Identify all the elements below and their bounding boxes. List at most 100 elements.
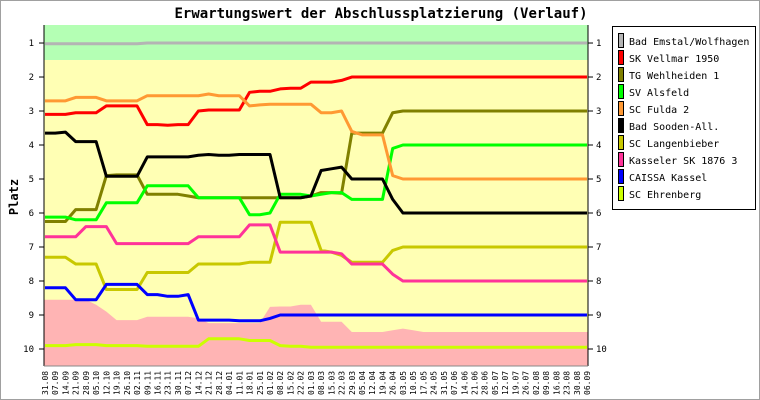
x-tick-label: 12.04 — [368, 371, 377, 395]
x-tick-label: 28.06 — [481, 371, 490, 395]
x-tick-label: 30.08 — [573, 371, 582, 395]
y-tick-label-left: 3 — [29, 107, 34, 117]
legend-label: SC Fulda 2 — [629, 105, 689, 116]
x-tick-label: 14.09 — [61, 371, 70, 395]
x-tick-label: 26.10 — [123, 371, 132, 395]
legend-swatch — [618, 33, 624, 48]
y-tick-label-right: 8 — [596, 277, 601, 287]
x-tick-label: 23.11 — [164, 371, 173, 395]
legend-swatch — [618, 67, 624, 82]
y-tick-label-left: 5 — [29, 175, 34, 185]
chart-title: Erwartungswert der Abschlussplatzierung … — [174, 6, 587, 22]
x-tick-label: 09.08 — [542, 371, 551, 395]
x-tick-label: 18.01 — [246, 371, 255, 395]
x-tick-label: 06.09 — [583, 371, 592, 395]
x-tick-label: 19.10 — [113, 371, 122, 395]
legend-label: SV Alsfeld — [629, 88, 689, 99]
y-tick-label-right: 3 — [596, 107, 601, 117]
x-tick-label: 25.01 — [256, 371, 265, 395]
x-tick-label: 31.08 — [41, 371, 50, 395]
legend-label: Bad Emstal/Wolfhagen — [629, 37, 749, 48]
y-tick-label-left: 2 — [29, 73, 34, 83]
y-tick-label-left: 6 — [29, 209, 34, 219]
y-tick-label-left: 1 — [29, 39, 34, 49]
y-tick-label-right: 4 — [596, 141, 601, 151]
y-tick-label-left: 8 — [29, 277, 34, 287]
x-tick-label: 30.11 — [174, 371, 183, 395]
x-tick-label: 28.09 — [82, 371, 91, 395]
x-tick-label: 14.12 — [194, 371, 203, 395]
x-tick-label: 21.06 — [471, 371, 480, 395]
legend-swatch — [618, 101, 624, 116]
y-tick-label-right: 7 — [596, 243, 601, 253]
legend-label: Kasseler SK 1876 3 — [629, 156, 737, 167]
x-tick-label: 05.10 — [92, 371, 101, 395]
x-tick-label: 15.03 — [327, 371, 336, 395]
x-tick-label: 26.04 — [389, 371, 398, 395]
series-line-3 — [45, 143, 587, 222]
x-tick-label: 16.11 — [153, 371, 162, 395]
legend-swatch — [618, 118, 624, 133]
x-tick-label: 22.02 — [297, 371, 306, 395]
x-tick-label: 21.12 — [205, 371, 214, 395]
series-line-7 — [45, 223, 587, 283]
x-tick-label: 02.11 — [133, 371, 142, 395]
legend-swatch — [618, 186, 624, 201]
x-tick-label: 08.02 — [276, 371, 285, 395]
y-tick-label-right: 10 — [596, 345, 607, 355]
legend-label: SC Ehrenberg — [629, 190, 701, 201]
x-tick-label: 31.05 — [440, 371, 449, 395]
y-tick-label-left: 7 — [29, 243, 34, 253]
series-line-4 — [45, 92, 587, 181]
legend-box — [612, 26, 756, 210]
y-tick-label-right: 9 — [596, 311, 601, 321]
x-tick-label: 26.07 — [522, 371, 531, 395]
legend-swatch — [618, 152, 624, 167]
legend-label: Bad Sooden-All. — [629, 122, 719, 133]
x-tick-label: 19.07 — [511, 371, 520, 395]
x-tick-label: 16.08 — [552, 371, 561, 395]
series-line-6 — [45, 220, 587, 292]
series-line-5 — [45, 130, 587, 215]
x-tick-label: 05.07 — [491, 371, 500, 395]
y-tick-label-right: 2 — [596, 73, 601, 83]
x-tick-label: 19.04 — [378, 371, 387, 395]
x-tick-label: 12.10 — [102, 371, 111, 395]
series-line-0 — [45, 41, 587, 46]
y-tick-label-right: 6 — [596, 209, 601, 219]
x-tick-label: 07.06 — [450, 371, 459, 395]
plot-area — [44, 25, 588, 366]
y-axis-label: Platz — [7, 179, 21, 215]
series-line-8 — [45, 282, 587, 323]
x-tick-label: 10.05 — [409, 371, 418, 395]
x-tick-label: 11.01 — [235, 371, 244, 395]
relegation-area — [44, 299, 588, 366]
x-tick-label: 09.11 — [143, 371, 152, 395]
legend-label: SK Vellmar 1950 — [629, 54, 719, 65]
x-tick-label: 23.08 — [563, 371, 572, 395]
series-line-1 — [45, 75, 587, 127]
x-tick-label: 07.09 — [51, 371, 60, 395]
x-tick-label: 02.08 — [532, 371, 541, 395]
x-tick-label: 12.07 — [501, 371, 510, 395]
legend-label: TG Wehlheiden 1 — [629, 71, 719, 82]
y-tick-label-left: 10 — [23, 345, 34, 355]
x-tick-label: 03.05 — [399, 371, 408, 395]
legend-label: SC Langenbieber — [629, 139, 719, 150]
x-tick-label: 24.05 — [430, 371, 439, 395]
series-line-9 — [45, 337, 587, 349]
legend-swatch — [618, 169, 624, 184]
x-tick-label: 17.05 — [419, 371, 428, 395]
x-tick-label: 21.09 — [72, 371, 81, 395]
x-tick-label: 29.03 — [348, 371, 357, 395]
y-tick-label-right: 1 — [596, 39, 601, 49]
legend-swatch — [618, 84, 624, 99]
x-tick-label: 05.04 — [358, 371, 367, 395]
legend-label: CAISSA Kassel — [629, 173, 707, 184]
y-tick-label-right: 5 — [596, 175, 601, 185]
x-tick-label: 14.06 — [460, 371, 469, 395]
legend: Bad Emstal/Wolfhagen SK Vellmar 1950 TG We… — [612, 26, 756, 210]
